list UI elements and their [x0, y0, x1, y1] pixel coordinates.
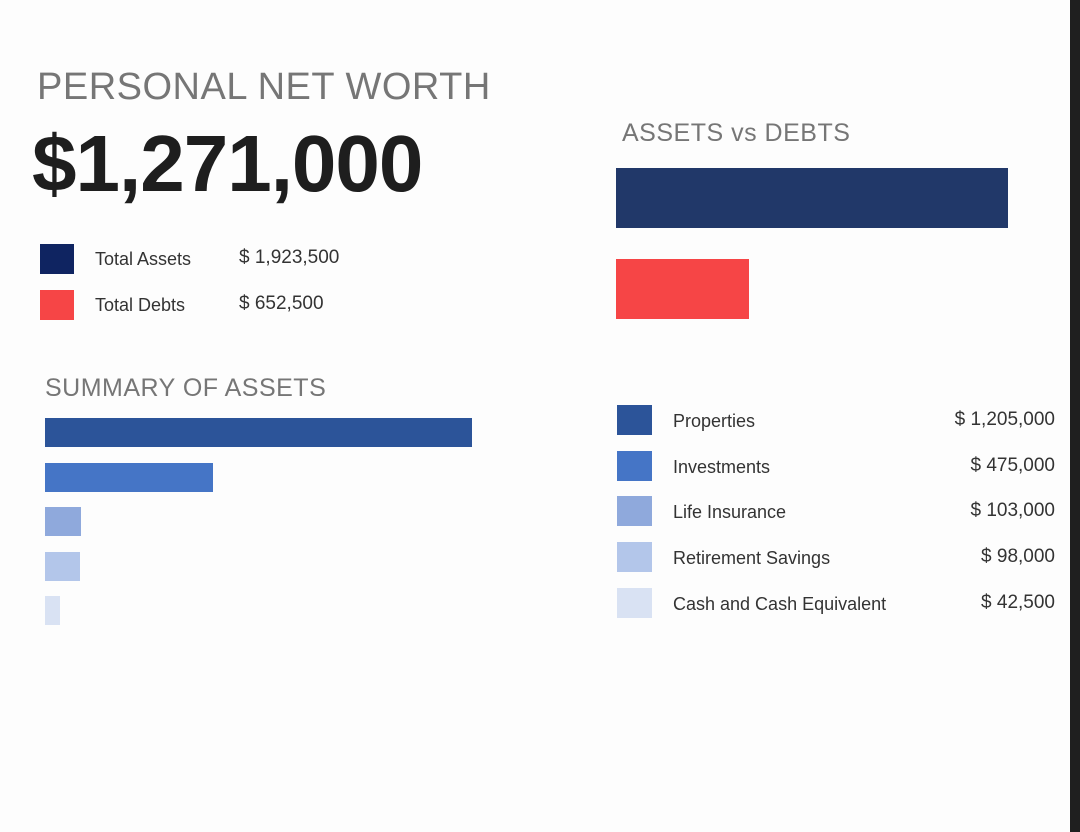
asset-swatch-life-insurance [617, 496, 652, 526]
asset-legend-row-properties: Properties $ 1,205,000 [617, 405, 1062, 435]
asset-label-life-insurance: Life Insurance [673, 502, 787, 522]
net-worth-value: $1,271,000 [32, 119, 423, 208]
total-assets-row: Total Assets $ 1,923,500 [40, 244, 440, 274]
asset-legend-row-cash-and-cash-equivalent: Cash and Cash Equivalent $ 42,500 [617, 588, 1062, 618]
total-debts-label: Total Debts [95, 295, 186, 315]
asset-value-cash-and-cash-equivalent: $ 42,500 [981, 592, 1055, 613]
asset-swatch-retirement-savings [617, 542, 652, 572]
total-debts-row: Total Debts $ 652,500 [40, 290, 440, 320]
total-debts-swatch [40, 290, 74, 320]
asset-value-life-insurance: $ 103,000 [970, 500, 1055, 521]
asset-label-cash-and-cash-equivalent: Cash and Cash Equivalent [673, 594, 887, 614]
asset-value-investments: $ 475,000 [970, 455, 1055, 476]
asset-label-investments: Investments [673, 457, 771, 477]
bar-cash-and-cash-equivalent [45, 596, 60, 625]
asset-legend-row-investments: Investments $ 475,000 [617, 451, 1062, 481]
asset-label-properties: Properties [673, 411, 756, 431]
asset-label-retirement-savings: Retirement Savings [673, 548, 831, 568]
asset-swatch-investments [617, 451, 652, 481]
bar-total-assets [616, 168, 1008, 228]
asset-swatch-properties [617, 405, 652, 435]
bar-life-insurance [45, 507, 81, 536]
total-assets-label: Total Assets [95, 249, 192, 269]
bar-properties [45, 418, 472, 447]
summary-of-assets-title: SUMMARY OF ASSETS [45, 374, 327, 402]
total-assets-swatch [40, 244, 74, 274]
window-edge [1070, 0, 1080, 832]
total-assets-value: $ 1,923,500 [239, 247, 340, 268]
bar-investments [45, 463, 213, 492]
bar-total-debts [616, 259, 749, 319]
bar-retirement-savings [45, 552, 80, 581]
asset-value-retirement-savings: $ 98,000 [981, 546, 1055, 567]
asset-value-properties: $ 1,205,000 [954, 409, 1055, 430]
asset-swatch-cash-and-cash-equivalent [617, 588, 652, 618]
assets-vs-debts-title: ASSETS vs DEBTS [622, 119, 851, 147]
total-debts-value: $ 652,500 [239, 293, 324, 314]
assets-vs-debts-chart [616, 168, 1008, 319]
summary-of-assets-chart [45, 418, 472, 625]
asset-legend-row-life-insurance: Life Insurance $ 103,000 [617, 496, 1062, 526]
page-title: PERSONAL NET WORTH [37, 66, 491, 108]
asset-legend-row-retirement-savings: Retirement Savings $ 98,000 [617, 542, 1062, 572]
